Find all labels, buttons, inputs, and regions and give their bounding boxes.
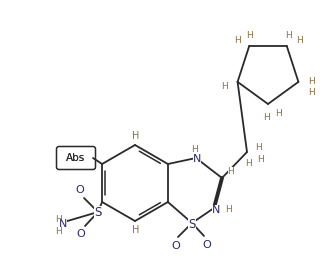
Text: N: N	[193, 154, 201, 164]
Text: H: H	[286, 31, 292, 40]
Text: H: H	[132, 225, 140, 235]
Text: N: N	[59, 219, 67, 229]
Text: H: H	[56, 228, 62, 236]
Text: N: N	[212, 205, 220, 215]
Text: O: O	[76, 185, 84, 195]
Text: H: H	[255, 143, 261, 153]
Text: H: H	[308, 89, 315, 97]
Text: H: H	[263, 114, 269, 122]
Text: H: H	[227, 167, 235, 175]
Text: H: H	[225, 204, 232, 214]
Text: H: H	[132, 131, 140, 141]
Text: Abs: Abs	[67, 153, 86, 163]
Text: O: O	[172, 241, 180, 251]
Text: H: H	[234, 36, 241, 45]
Text: H: H	[275, 109, 281, 119]
Text: S: S	[94, 206, 102, 218]
Text: H: H	[258, 154, 264, 164]
Text: H: H	[308, 77, 315, 86]
Text: H: H	[246, 160, 252, 168]
Text: H: H	[221, 82, 228, 91]
Text: O: O	[203, 240, 211, 250]
Text: S: S	[188, 218, 196, 231]
Text: H: H	[296, 36, 303, 45]
Text: H: H	[55, 214, 61, 224]
Text: H: H	[192, 146, 198, 154]
Text: Abs: Abs	[67, 153, 86, 163]
FancyBboxPatch shape	[56, 147, 95, 169]
Text: O: O	[77, 229, 85, 239]
Text: H: H	[246, 31, 253, 40]
